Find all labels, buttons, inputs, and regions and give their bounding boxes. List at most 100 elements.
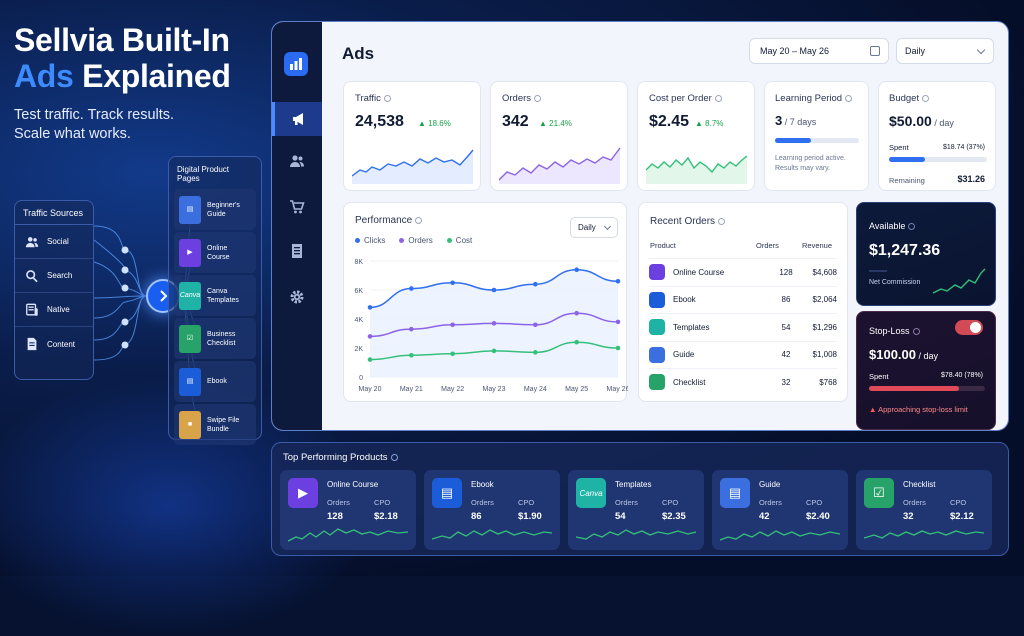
sidebar-item-settings[interactable] — [272, 280, 322, 314]
product-page-ebook[interactable]: ▤ Ebook — [174, 361, 256, 402]
legend-clicks: Clicks — [355, 236, 385, 245]
app-logo-icon[interactable] — [284, 52, 308, 76]
product-sparkline — [864, 530, 985, 539]
info-icon[interactable] — [912, 328, 920, 336]
product-sparkline — [720, 530, 841, 541]
budget-label: Budget — [889, 93, 930, 104]
product-icon — [649, 264, 665, 280]
hero-title-ads: Ads — [14, 58, 74, 94]
x-tick-label: May 26 — [607, 386, 628, 393]
top-product-card[interactable]: ▤ Guide Orders CPO 42 $2.40 — [712, 470, 848, 550]
sidebar-item-audience[interactable] — [272, 144, 322, 178]
data-point-cost — [450, 351, 455, 357]
info-icon[interactable] — [718, 217, 726, 225]
info-icon[interactable] — [415, 216, 423, 224]
column-header-revenue: Revenue — [802, 241, 833, 250]
hero-subtitle: Test traffic. Track results. Scale what w… — [14, 106, 264, 144]
budget-progress-fill — [889, 157, 926, 162]
budget-card: Budget $50.00 / day Spent $18.74 (37%) R… — [878, 81, 996, 191]
performance-chart: 0 2K 4K 6K 8K May 20 May 21 May 22 May 23 May 24 M… — [354, 259, 628, 393]
product-page-label-line1: Beginner's — [207, 201, 240, 209]
product-page-label-line2: Templates — [207, 296, 239, 304]
cell-product: Templates — [673, 322, 710, 332]
cart-icon — [290, 200, 305, 214]
stop-loss-toggle[interactable] — [955, 320, 983, 335]
budget-remaining-label: Remaining — [889, 176, 925, 185]
ebook-icon: ▤ — [179, 367, 201, 396]
performance-interval-select[interactable]: Daily — [570, 217, 618, 238]
info-icon[interactable] — [714, 94, 722, 102]
recent-orders-title: Recent Orders — [650, 216, 726, 227]
info-icon[interactable] — [922, 94, 930, 102]
cell-orders: 86 — [781, 295, 791, 304]
cell-product: Ebook — [673, 295, 696, 304]
column-header-product: Product — [650, 241, 676, 250]
top-performing-products-panel: Top Performing Products ▶ Online Course Or… — [271, 442, 1009, 556]
table-row[interactable]: Checklist 32 $768 — [649, 368, 837, 395]
cpo-value: $1.90 — [518, 511, 542, 522]
users-icon — [290, 155, 304, 167]
budget-remaining-value: $31.26 — [957, 174, 985, 184]
recent-orders-title-text: Recent Orders — [650, 216, 716, 227]
learning-note-line2: Results may vary. — [775, 165, 831, 172]
product-page-beginners-guide[interactable]: ▤ Beginner's Guide — [174, 189, 256, 230]
x-tick-label: May 21 — [400, 386, 423, 393]
orders-value: 54 — [615, 511, 626, 522]
traffic-source-search[interactable]: Search — [15, 259, 93, 293]
sidebar-item-ads[interactable] — [272, 102, 322, 136]
top-product-card[interactable]: Canva Templates Orders CPO 54 $2.35 — [568, 470, 704, 550]
top-product-card[interactable]: ☑ Checklist Orders CPO 32 $2.12 — [856, 470, 992, 550]
traffic-source-social[interactable]: Social — [15, 225, 93, 259]
learning-period-total: / 7 days — [782, 117, 817, 127]
traffic-source-native[interactable]: Native — [15, 293, 93, 327]
cpo-value: $2.12 — [950, 511, 974, 522]
cpo-label: CPO — [518, 498, 535, 507]
product-name: Templates — [615, 480, 652, 489]
sidebar-item-store[interactable] — [272, 190, 322, 224]
column-header-orders: Orders — [756, 241, 779, 250]
sidebar — [272, 22, 322, 430]
product-name: Ebook — [471, 480, 494, 489]
table-row[interactable]: Ebook 86 $2,064 — [649, 285, 837, 313]
traffic-source-content[interactable]: Content — [15, 327, 93, 361]
table-row[interactable]: Templates 54 $1,296 — [649, 313, 837, 340]
orders-value: 86 — [471, 511, 482, 522]
orders-label: Orders — [615, 498, 638, 507]
top-product-card[interactable]: ▶ Online Course Orders CPO 128 $2.18 — [280, 470, 416, 550]
product-icon: ☑ — [864, 478, 894, 508]
document-icon — [27, 337, 37, 351]
sidebar-item-reports[interactable] — [272, 234, 322, 268]
info-icon[interactable] — [908, 223, 916, 231]
y-tick-label: 6K — [354, 288, 363, 295]
date-range-value: May 20 – May 26 — [760, 46, 830, 56]
table-row[interactable]: Guide 42 $1,008 — [649, 340, 837, 368]
info-icon[interactable] — [845, 94, 853, 102]
table-row[interactable]: Online Course 128 $4,608 — [649, 258, 837, 285]
stop-loss-value: $100.00 / day — [869, 347, 938, 362]
canva-icon: Canva — [179, 281, 201, 310]
megaphone-icon — [292, 113, 303, 125]
warning-icon: ▲ — [869, 405, 877, 414]
cell-revenue: $2,064 — [812, 295, 837, 304]
product-page-swipe-file-bundle[interactable]: ■ Swipe File Bundle — [174, 404, 256, 445]
budget-per: / day — [931, 118, 954, 128]
data-point-orders — [367, 334, 373, 339]
product-page-label: Online Course — [207, 244, 230, 262]
product-page-business-checklist[interactable]: ☑ Business Checklist — [174, 318, 256, 359]
product-icon — [649, 374, 665, 390]
cell-orders: 128 — [779, 267, 793, 277]
top-product-card[interactable]: ▤ Ebook Orders CPO 86 $1.90 — [424, 470, 560, 550]
interval-select[interactable]: Daily — [896, 38, 994, 64]
product-icon — [649, 346, 665, 363]
info-icon[interactable] — [383, 94, 391, 102]
product-page-online-course[interactable]: ▶ Online Course — [174, 232, 256, 273]
cell-revenue: $4,608 — [812, 267, 837, 277]
product-page-canva-templates[interactable]: Canva Canva Templates — [174, 275, 256, 316]
kpi-label-text: Cost per Order — [649, 93, 712, 104]
data-point-cost — [615, 345, 621, 351]
info-icon[interactable] — [534, 94, 542, 102]
date-range-picker[interactable]: May 20 – May 26 — [749, 38, 889, 64]
budget-spent-value: $18.74 (37%) — [942, 144, 985, 151]
info-icon[interactable] — [390, 453, 398, 461]
kpi-card-orders: Orders 342 ▲ 21.4% — [490, 81, 628, 191]
